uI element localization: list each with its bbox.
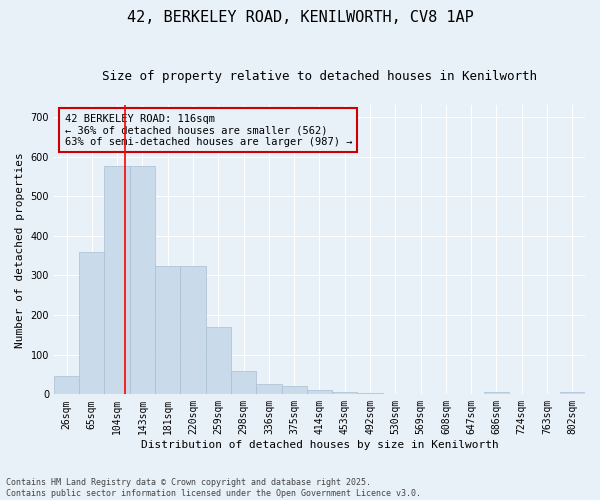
Y-axis label: Number of detached properties: Number of detached properties — [15, 152, 25, 348]
X-axis label: Distribution of detached houses by size in Kenilworth: Distribution of detached houses by size … — [140, 440, 499, 450]
Bar — [54, 376, 79, 394]
Text: 42, BERKELEY ROAD, KENILWORTH, CV8 1AP: 42, BERKELEY ROAD, KENILWORTH, CV8 1AP — [127, 10, 473, 25]
Bar — [155, 266, 181, 394]
Bar — [281, 386, 307, 394]
Bar — [358, 393, 383, 394]
Bar — [181, 266, 206, 394]
Bar — [79, 252, 104, 394]
Title: Size of property relative to detached houses in Kenilworth: Size of property relative to detached ho… — [102, 70, 537, 83]
Text: Contains HM Land Registry data © Crown copyright and database right 2025.
Contai: Contains HM Land Registry data © Crown c… — [6, 478, 421, 498]
Bar — [130, 166, 155, 394]
Bar — [560, 392, 585, 394]
Bar — [104, 166, 130, 394]
Bar — [332, 392, 358, 394]
Bar — [206, 327, 231, 394]
Bar — [484, 392, 509, 394]
Bar — [307, 390, 332, 394]
Text: 42 BERKELEY ROAD: 116sqm
← 36% of detached houses are smaller (562)
63% of semi-: 42 BERKELEY ROAD: 116sqm ← 36% of detach… — [65, 114, 352, 147]
Bar — [231, 370, 256, 394]
Bar — [256, 384, 281, 394]
